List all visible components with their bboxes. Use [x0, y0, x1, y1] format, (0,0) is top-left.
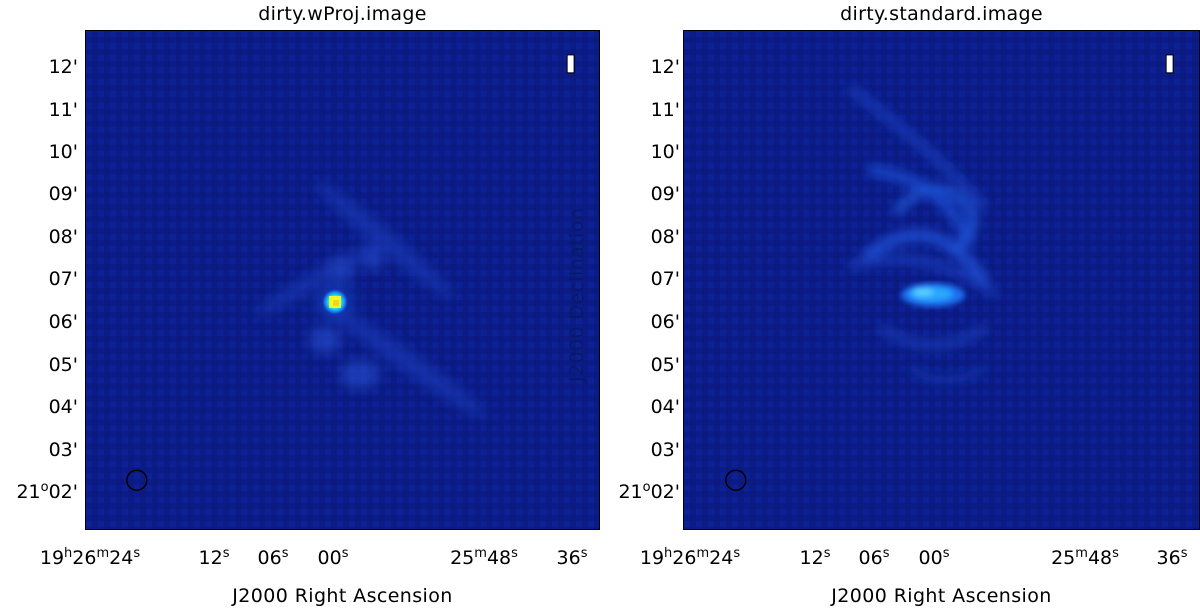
- y-tick: 10': [650, 141, 680, 163]
- y-tick: 08': [48, 226, 78, 248]
- y-tick: 03': [650, 439, 680, 461]
- x-axis-label: J2000 Right Ascension: [232, 585, 453, 607]
- x-tick: 00s: [918, 546, 950, 569]
- y-tick: 09': [650, 183, 680, 205]
- x-tick: 00s: [317, 546, 349, 569]
- y-tick: 09': [48, 183, 78, 205]
- radio-image: [684, 31, 1199, 529]
- y-tick: 05': [650, 354, 680, 376]
- x-tick: 12s: [198, 546, 230, 569]
- y-tick: 10': [48, 141, 78, 163]
- x-tick: 19h26m24s: [39, 546, 141, 569]
- x-tick: 12s: [799, 546, 831, 569]
- y-tick: 11': [650, 99, 680, 121]
- y-tick: 05': [48, 354, 78, 376]
- x-axis-label: J2000 Right Ascension: [831, 585, 1052, 607]
- x-tick: 06s: [858, 546, 890, 569]
- y-tick-degrees: 21o02': [16, 480, 78, 503]
- y-tick: 12': [650, 56, 680, 78]
- y-tick: 04': [48, 396, 78, 418]
- y-tick: 07': [650, 268, 680, 290]
- image-panel-wproj: dirty.wProj.image: [16, 3, 600, 607]
- y-tick: 04': [650, 396, 680, 418]
- image-viewport[interactable]: [683, 30, 1200, 530]
- x-tick: 25m48s: [1051, 546, 1119, 569]
- y-tick: 08': [650, 226, 680, 248]
- radio-image: [86, 31, 599, 529]
- y-tick: 03': [48, 439, 78, 461]
- x-tick: 25m48s: [450, 546, 518, 569]
- image-panel-standard: dirty.standard.image: [600, 0, 1200, 613]
- image-viewport[interactable]: [85, 30, 600, 530]
- x-tick: 06s: [257, 546, 289, 569]
- panel-title: dirty.standard.image: [840, 3, 1043, 25]
- y-tick: 12': [48, 56, 78, 78]
- y-axis-label: J2000 Declination: [566, 207, 588, 382]
- x-tick: 36s: [1156, 546, 1188, 569]
- y-tick: 06': [48, 311, 78, 333]
- x-tick: 19h26m24s: [639, 546, 741, 569]
- y-tick-degrees: 21o02': [618, 480, 680, 503]
- x-tick: 36s: [556, 546, 588, 569]
- y-tick: 06': [650, 311, 680, 333]
- y-tick: 11': [48, 99, 78, 121]
- y-tick: 07': [48, 268, 78, 290]
- panel-title: dirty.wProj.image: [258, 3, 427, 25]
